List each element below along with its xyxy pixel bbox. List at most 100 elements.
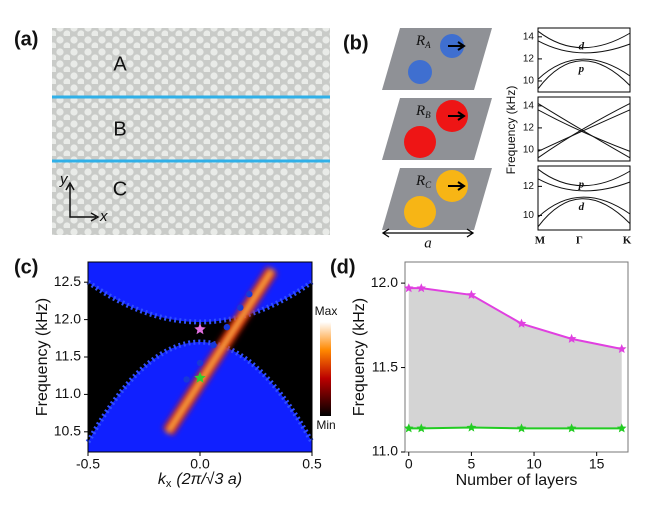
y-tick-label: 12.0 (371, 274, 398, 290)
band-frame (537, 96, 631, 162)
band-frame (537, 27, 631, 93)
bulk-band (88, 262, 312, 322)
star-marker (194, 371, 206, 383)
unit-cell (382, 98, 492, 160)
band-label: d (579, 41, 585, 53)
gap-fill (408, 288, 622, 429)
y-tick-label: 10 (523, 76, 535, 87)
x-title-rest: (2π/√3 a) (176, 471, 242, 488)
lattice-arrow (381, 228, 475, 238)
point-marker (566, 423, 577, 433)
point-marker (416, 283, 426, 293)
x-tick-label: 5 (468, 456, 476, 472)
y-tick-label: 12 (523, 54, 535, 65)
colorbar-label: Max (315, 304, 338, 318)
region-label: B (113, 118, 126, 140)
cell-label: RC (415, 173, 432, 190)
x-axis-title: Number of layers (456, 472, 578, 489)
edge-state-point (246, 290, 253, 298)
panel-label: (a) (14, 28, 38, 50)
axis-icon-label: y (59, 171, 69, 188)
x-tick-label: -0.5 (76, 456, 100, 472)
panel-label: (c) (14, 256, 38, 278)
bulk-edge (85, 339, 315, 444)
star-marker (194, 323, 206, 335)
band-curve (537, 30, 631, 49)
y-tick-label: 11.5 (372, 358, 398, 374)
y-axis-title: Frequency (kHz) (34, 298, 51, 416)
lattice-label: a (424, 235, 432, 251)
x-tick-label: K (623, 235, 632, 247)
x-tick-label: 0.0 (190, 456, 210, 472)
band-curve (537, 178, 631, 192)
point-marker (516, 423, 527, 433)
photo (52, 28, 330, 235)
y-tick-label: 11.0 (55, 385, 81, 401)
cell-label-main: R (415, 173, 425, 189)
point-marker (566, 333, 577, 343)
y-tick-label: 10 (523, 145, 535, 156)
y-tick-label: 14 (523, 31, 535, 42)
band-curve (537, 196, 631, 218)
y-tick-label: 11.5 (55, 348, 81, 364)
y-tick-label: 11.0 (372, 443, 398, 459)
point-marker (617, 423, 627, 433)
bulk-edge (86, 279, 314, 325)
y-tick-label: 12 (523, 123, 535, 134)
band-curve (537, 168, 631, 187)
point-marker (416, 423, 426, 433)
x-title-var: k (158, 471, 167, 488)
scatterer (408, 60, 432, 84)
cell-label-main: R (415, 103, 425, 119)
panel-label: (b) (343, 32, 369, 54)
y-tick-label: 10.5 (54, 423, 81, 439)
arrow (448, 181, 466, 191)
scatterer (404, 196, 436, 228)
edge-state-point (183, 376, 190, 383)
edge-state-point (210, 341, 217, 349)
x-tick-label: Γ (576, 235, 583, 247)
axes-icon (69, 185, 96, 218)
point-marker (404, 283, 414, 293)
x-tick-label: 15 (589, 456, 605, 472)
y-tick-label: 12 (523, 181, 535, 192)
x-tick-label: 0.5 (302, 456, 322, 472)
colorbar (320, 322, 331, 416)
y-tick-label: 14 (523, 100, 535, 111)
point-marker (466, 289, 477, 299)
cell-label: RB (415, 103, 431, 120)
cell-label-sub: C (425, 180, 432, 190)
band-curve (537, 109, 631, 152)
cell-label-main: R (415, 33, 425, 49)
band-curve (537, 40, 631, 54)
band-curve (537, 60, 631, 90)
glow (166, 268, 274, 434)
band-label: d (579, 201, 585, 213)
point-marker (617, 344, 627, 353)
region-label: C (113, 178, 127, 200)
y-axis-title: Frequency (kHz) (504, 86, 518, 175)
band-label: p (578, 63, 585, 75)
y-tick-label: 12.5 (54, 273, 81, 289)
edge-state-point (196, 359, 204, 367)
band-label: p (578, 179, 585, 191)
edge-state-point (237, 304, 244, 311)
point-marker (516, 318, 527, 328)
arrow (448, 41, 466, 51)
plot-frame (404, 261, 629, 453)
colorbar-label: Min (316, 418, 335, 432)
edge-state-point (223, 323, 231, 331)
band-curve (537, 102, 631, 159)
x-tick-label: 10 (526, 456, 542, 472)
band-curve (537, 198, 631, 228)
x-title-sub: x (166, 478, 172, 490)
y-axis-title: Frequency (kHz) (351, 298, 368, 416)
x-tick-label: M (535, 235, 546, 247)
region-label: A (113, 53, 127, 75)
arrow (448, 111, 466, 121)
unit-cell (382, 28, 492, 90)
band-frame (537, 165, 631, 231)
axis-icon-label: x (99, 208, 108, 225)
unit-cell (382, 168, 492, 230)
